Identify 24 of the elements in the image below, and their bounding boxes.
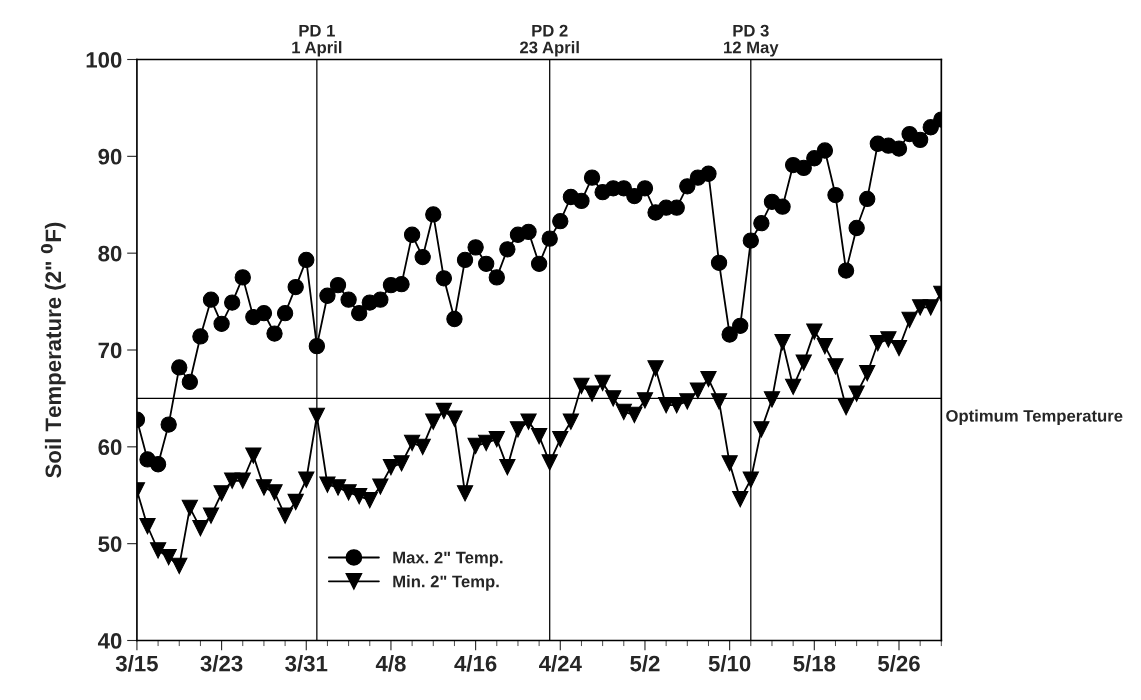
- x-tick-label: 4/16: [454, 655, 497, 672]
- x-tick-label: 5/18: [793, 655, 836, 672]
- x-tick-label: 4/8: [375, 655, 406, 672]
- y-axis-title: Soil Temperature (2" $^{0}$F): [40, 222, 66, 478]
- x-tick-label: 3/15: [115, 655, 158, 672]
- legend-label: Min. 2" Temp.: [393, 575, 499, 591]
- y-tick-label: 40: [97, 633, 122, 649]
- ref-line-label: PD 1 1 April: [292, 24, 342, 57]
- x-tick-label: 4/24: [539, 655, 582, 672]
- y-tick-label: 60: [98, 439, 122, 456]
- y-tick-label: 50: [98, 536, 122, 552]
- y-tick-label: 90: [98, 148, 122, 165]
- ref-line-label: Optimum Temperature: [946, 409, 1123, 426]
- x-tick-label: 5/2: [630, 655, 660, 672]
- y-tick-label: 80: [98, 245, 122, 262]
- x-tick-label: 5/10: [708, 655, 751, 672]
- y-tick-label: 70: [98, 342, 122, 359]
- ref-line-label: PD 2 23 April: [520, 24, 579, 57]
- x-tick-label: 3/23: [200, 655, 243, 672]
- ref-line-label: PD 3 12 May: [724, 24, 779, 57]
- x-tick-label: 5/26: [878, 655, 920, 672]
- legend-label: Max. 2" Temp.: [393, 551, 503, 567]
- x-tick-label: 3/31: [285, 655, 328, 672]
- y-tick-label: 100: [86, 52, 122, 68]
